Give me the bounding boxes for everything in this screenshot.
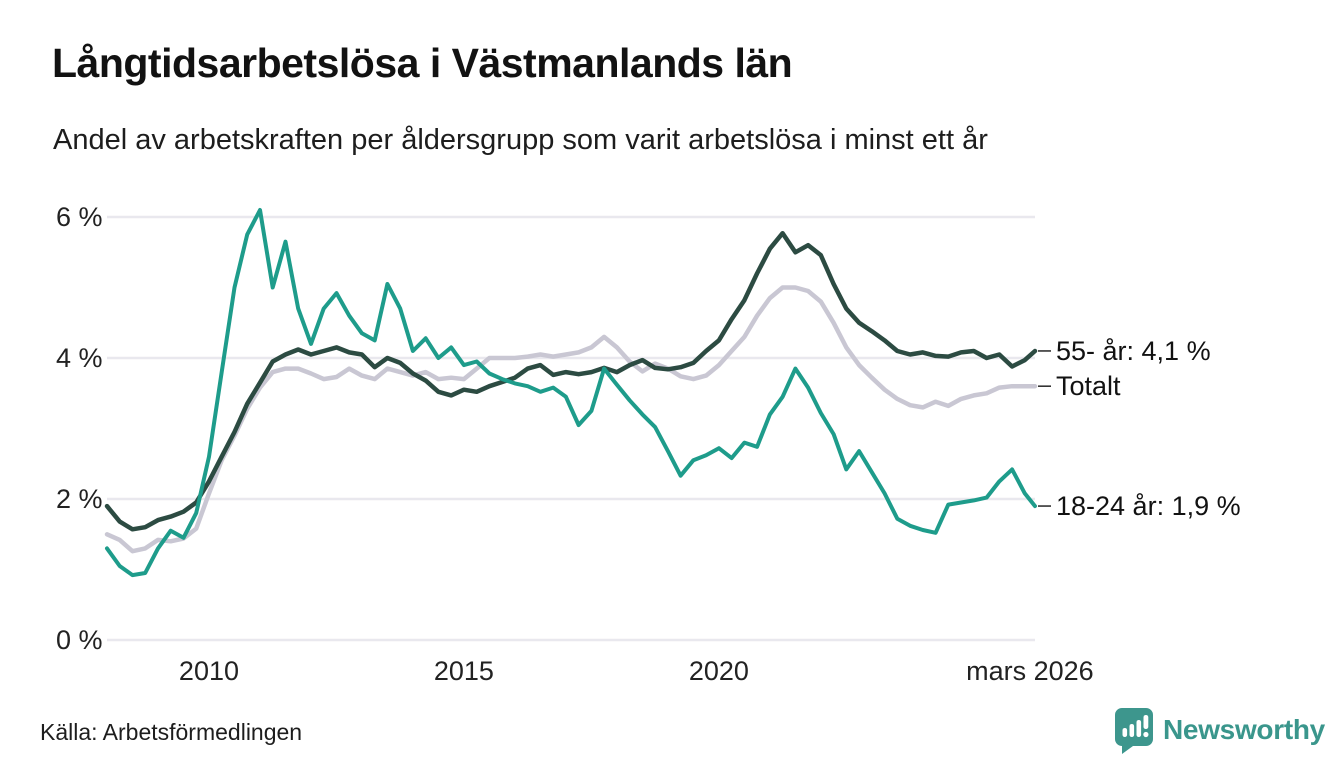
logo-exclamation-bar <box>1143 715 1149 729</box>
x-tick-label-2020: 2020 <box>688 656 749 686</box>
source-credit: Källa: Arbetsförmedlingen <box>40 719 303 745</box>
x-tick-label-2015: 2015 <box>433 656 494 686</box>
y-tick-label-6: 6 % <box>56 202 103 232</box>
series-line-18-24-r <box>105 208 1037 578</box>
logo-exclamation-dot <box>1143 731 1149 738</box>
chart-subtitle: Andel av arbetskraften per åldersgrupp s… <box>53 124 988 156</box>
series-line-55-r <box>104 230 1038 532</box>
logo-bar-large <box>1136 720 1142 737</box>
series-end-label-18-24-r: 18-24 år: 1,9 % <box>1056 491 1241 522</box>
chart-title: Långtidsarbetslösa i Västmanlands län <box>52 40 793 86</box>
series-end-label-totalt: Totalt <box>1056 371 1121 402</box>
x-tick-label-mars-2026: mars 2026 <box>966 656 1094 686</box>
newsworthy-logo-icon <box>1115 708 1153 754</box>
y-tick-label-0: 0 % <box>56 625 103 655</box>
series-line-totalt <box>104 285 1038 554</box>
newsworthy-brand: Newsworthy <box>1113 706 1325 754</box>
logo-bar-medium <box>1129 724 1135 737</box>
y-tick-label-4: 4 % <box>56 343 103 373</box>
series-end-label-55-r: 55- år: 4,1 % <box>1056 335 1211 366</box>
newsworthy-brand-name: Newsworthy <box>1163 714 1325 745</box>
logo-bar-small <box>1122 728 1128 737</box>
y-tick-label-2: 2 % <box>56 484 103 514</box>
x-tick-label-2010: 2010 <box>178 656 240 686</box>
